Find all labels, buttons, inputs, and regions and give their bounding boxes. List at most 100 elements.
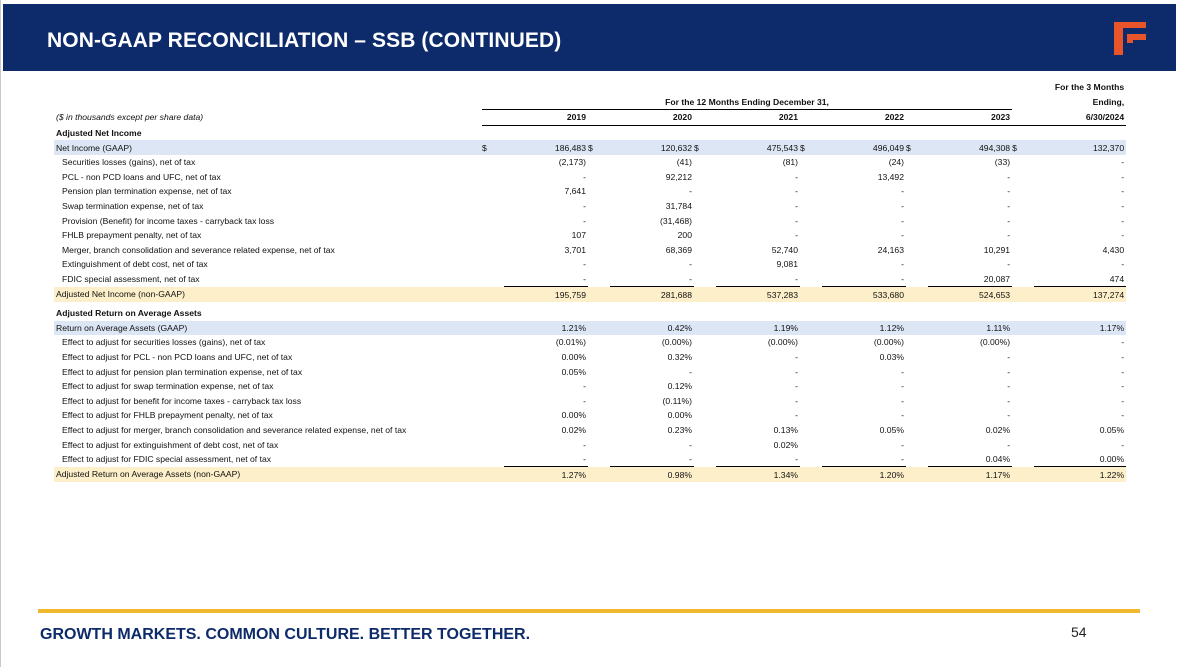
value-cell: 1.34% xyxy=(716,466,800,483)
value-cell: - xyxy=(1007,201,1011,212)
spacer-cell xyxy=(694,423,716,438)
value-cell: 1.12% xyxy=(822,320,906,336)
value-cell: 92,212 xyxy=(665,171,692,182)
spacer-cell xyxy=(800,466,822,483)
value-cell: 0.04% xyxy=(928,451,1013,468)
spacer-cell xyxy=(588,272,610,287)
value-cell: 0.02% xyxy=(561,424,586,435)
spacer-cell xyxy=(906,408,928,423)
spacer-cell xyxy=(906,350,928,365)
spacer-cell xyxy=(588,335,610,350)
spacer-cell xyxy=(694,379,716,394)
spacer-cell xyxy=(588,184,610,199)
value-cell: 195,759 xyxy=(504,286,588,302)
value-cell: - xyxy=(795,351,798,362)
section-title: Adjusted Net Income xyxy=(56,128,142,139)
spacer-cell xyxy=(906,170,928,185)
value-cell: - xyxy=(1121,186,1125,197)
value-cell: - xyxy=(504,451,588,468)
spacer-cell xyxy=(800,379,822,394)
value-cell: 7,641 xyxy=(564,186,586,197)
value-cell: - xyxy=(901,395,904,406)
adjustment-row: Effect to adjust for benefit for income … xyxy=(54,393,1126,408)
value-cell: 132,370 xyxy=(1034,140,1127,155)
spacer-cell xyxy=(694,213,716,228)
value-cell: - xyxy=(689,186,692,197)
value-cell: 0.98% xyxy=(610,466,694,483)
value-cell: - xyxy=(901,259,904,270)
spacer-cell xyxy=(906,452,928,467)
value-cell: 0.42% xyxy=(610,320,694,336)
spacer-cell xyxy=(800,199,822,214)
spacer-cell xyxy=(906,320,928,336)
value-cell: 0.05% xyxy=(1099,424,1125,435)
spacer-cell xyxy=(482,199,504,214)
row-label: Effect to adjust for securities losses (… xyxy=(62,337,266,348)
spacer-cell xyxy=(906,437,928,452)
spacer-cell xyxy=(800,393,822,408)
value-cell: - xyxy=(1121,381,1125,392)
spacer-cell xyxy=(694,272,716,287)
spacer-cell xyxy=(1012,393,1034,408)
spacer-cell xyxy=(482,228,504,243)
adjustment-row: Pension plan termination expense, net of… xyxy=(54,184,1126,199)
row-label: Effect to adjust for pension plan termin… xyxy=(62,366,303,377)
value-cell: (0.00%) xyxy=(980,337,1011,348)
spacer-cell xyxy=(800,335,822,350)
year-header-2024q2: 6/30/2024 xyxy=(1012,109,1127,126)
value-cell: 0.32% xyxy=(667,351,692,362)
footer-rule xyxy=(38,609,1140,613)
value-cell: (0.00%) xyxy=(661,337,692,348)
spacer-cell xyxy=(906,243,928,258)
value-cell: - xyxy=(1007,395,1011,406)
value-cell: - xyxy=(822,451,906,468)
spacer-cell xyxy=(1012,320,1035,336)
spacer-cell xyxy=(906,257,928,272)
value-cell: (2,173) xyxy=(558,157,586,168)
spacer-cell xyxy=(906,228,928,243)
spacer-cell xyxy=(1012,184,1034,199)
spacer-cell xyxy=(588,257,610,272)
value-cell: 120,632 xyxy=(610,140,694,155)
value-cell: 68,369 xyxy=(665,244,692,255)
spacer-cell xyxy=(800,408,822,423)
value-cell: - xyxy=(901,366,904,377)
value-cell: - xyxy=(795,215,798,226)
value-cell: - xyxy=(583,395,586,406)
row-label: Pension plan termination expense, net of… xyxy=(62,186,232,197)
row-label: Effect to adjust for FDIC special assess… xyxy=(62,454,272,465)
row-label: Effect to adjust for merger, branch cons… xyxy=(62,424,407,435)
spacer-cell xyxy=(588,320,610,336)
year-header-2019: 2019 xyxy=(482,109,588,126)
spacer-cell xyxy=(588,408,610,423)
adjusted-total-row: Adjusted Net Income (non-GAAP) 195,759 281… xyxy=(54,286,1127,302)
value-cell: - xyxy=(1121,351,1125,362)
value-cell: 1.17% xyxy=(928,466,1013,483)
value-cell: - xyxy=(583,215,586,226)
spacer-cell xyxy=(694,199,716,214)
value-cell: 0.03% xyxy=(879,351,904,362)
dollar-sign: $ xyxy=(800,140,822,155)
value-cell: - xyxy=(1121,157,1125,168)
spacer-cell xyxy=(482,393,504,408)
value-cell: 24,163 xyxy=(877,244,904,255)
spacer-cell xyxy=(694,364,716,379)
value-cell: 537,283 xyxy=(716,286,800,302)
spacer-cell xyxy=(588,228,610,243)
spacer-cell xyxy=(694,170,716,185)
spacer-cell xyxy=(694,408,716,423)
spacer-cell xyxy=(588,199,610,214)
dollar-sign: $ xyxy=(694,140,716,155)
value-cell: - xyxy=(795,381,798,392)
row-label: Effect to adjust for swap termination ex… xyxy=(62,381,274,392)
header-row-1: For the 3 Months xyxy=(54,80,1126,95)
value-cell: 107 xyxy=(571,230,586,241)
slide-border xyxy=(0,0,1,667)
adjustment-row: Effect to adjust for securities losses (… xyxy=(54,335,1126,350)
spacer-cell xyxy=(482,257,504,272)
spacer-cell xyxy=(694,228,716,243)
spacer-cell xyxy=(800,272,822,287)
spacer-cell xyxy=(482,452,504,467)
row-label: Effect to adjust for benefit for income … xyxy=(62,395,302,406)
spacer-cell xyxy=(1012,364,1034,379)
